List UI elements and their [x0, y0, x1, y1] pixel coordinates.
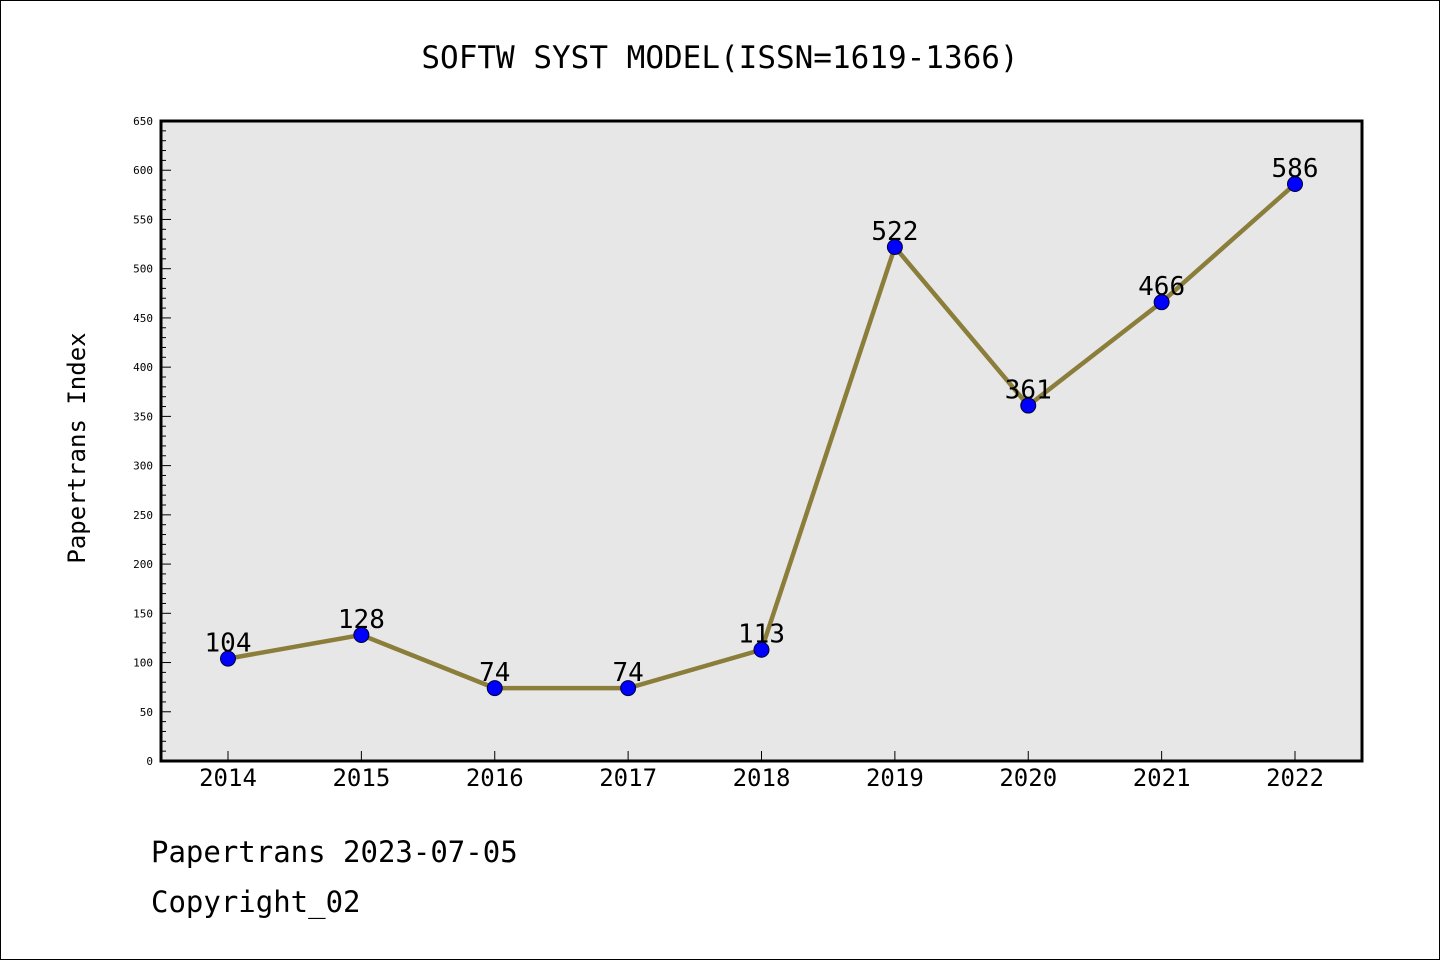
y-tick-label: 650 [133, 115, 153, 128]
y-tick-label: 300 [133, 460, 153, 473]
x-tick-label: 2018 [733, 764, 791, 792]
data-label: 74 [479, 658, 510, 688]
data-label: 361 [1005, 376, 1052, 406]
x-tick-label: 2022 [1266, 764, 1324, 792]
data-point [353, 626, 370, 643]
data-point [620, 680, 637, 697]
y-tick-label: 400 [133, 361, 153, 374]
y-tick-label: 500 [133, 263, 153, 276]
data-point [1287, 176, 1303, 193]
chart-title: SOFTW SYST MODEL(ISSN=1619-1366) [421, 40, 1018, 76]
y-tick-label: 0 [146, 755, 153, 768]
data-point [486, 680, 503, 697]
data-label: 466 [1138, 272, 1185, 302]
x-tick-label: 2014 [199, 764, 257, 792]
x-tick-label: 2020 [999, 764, 1057, 792]
y-tick-label: 250 [133, 509, 153, 522]
data-label: 113 [738, 620, 785, 650]
y-tick-label: 600 [133, 164, 153, 177]
data-point [886, 239, 903, 256]
y-tick-label: 550 [133, 213, 153, 226]
data-point [220, 650, 236, 667]
data-label: 74 [612, 658, 643, 688]
data-label: 104 [205, 629, 252, 659]
data-label: 128 [338, 605, 385, 635]
y-tick-label: 50 [140, 706, 153, 719]
y-axis: 0 50 100 150 200 250 300 350 400 450 500 550 600 650 [133, 115, 171, 768]
data-point [1153, 294, 1170, 311]
x-tick-label: 2017 [599, 764, 657, 792]
y-tick-label: 100 [133, 657, 153, 670]
y-tick-label: 350 [133, 410, 153, 423]
x-axis: 2014 2015 2016 2017 2018 2019 2020 2021 2022 [199, 751, 1324, 792]
y-axis-label: Papertrans Index [63, 332, 91, 563]
footer-copyright: Copyright_02 [151, 885, 361, 919]
x-tick-label: 2021 [1133, 764, 1191, 792]
plot-area [159, 119, 1364, 763]
y-tick-label: 200 [133, 558, 153, 571]
x-tick-label: 2019 [866, 764, 924, 792]
y-tick-label: 150 [133, 607, 153, 620]
data-label: 586 [1272, 154, 1319, 184]
data-point [753, 641, 770, 658]
x-tick-label: 2015 [332, 764, 390, 792]
footer-date: Papertrans 2023-07-05 [151, 835, 518, 869]
y-tick-label: 450 [133, 312, 153, 325]
data-label: 522 [871, 217, 918, 247]
series-group: 104 128 74 74 113 522 361 466 586 [205, 154, 1319, 697]
x-tick-label: 2016 [466, 764, 524, 792]
data-point [1020, 397, 1037, 414]
